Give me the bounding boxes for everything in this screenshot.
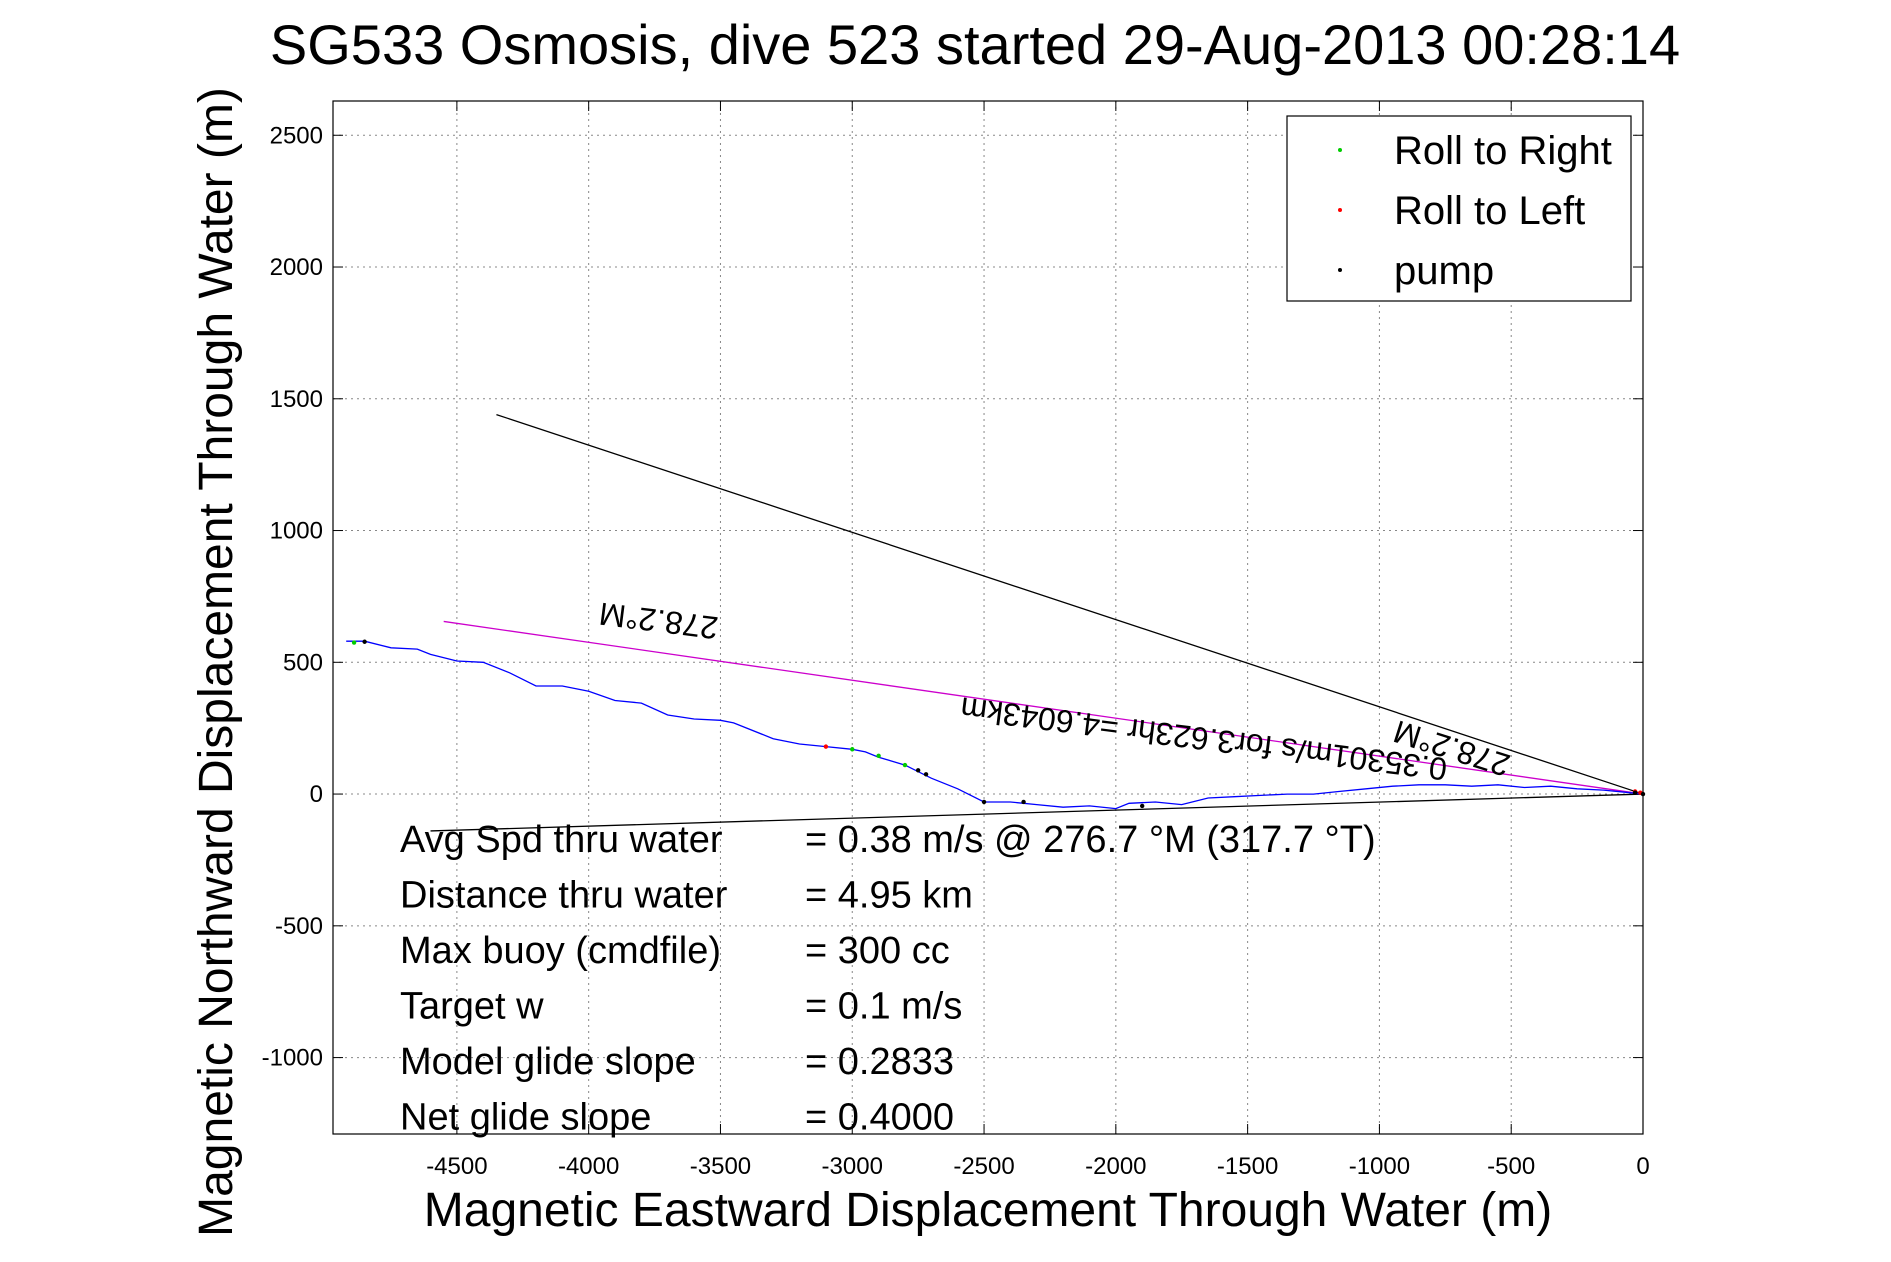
- legend-label: pump: [1394, 249, 1494, 293]
- stat-label: Net glide slope: [400, 1097, 651, 1139]
- chart-title: SG533 Osmosis, dive 523 started 29-Aug-2…: [270, 13, 1680, 76]
- stat-value: = 300 cc: [805, 930, 950, 972]
- pump-marker: [1632, 790, 1638, 795]
- black-line-upper: [496, 413, 1644, 795]
- roll-right-marker: [876, 753, 881, 759]
- stat-label: Distance thru water: [400, 875, 728, 917]
- legend-label: Roll to Left: [1394, 189, 1585, 233]
- roll-right-marker: [351, 640, 357, 645]
- x-tick-label: -2500: [953, 1153, 1014, 1180]
- stat-value: = 0.2833: [805, 1041, 954, 1083]
- black-line-lower: [430, 793, 1644, 832]
- y-tick-label: 2000: [270, 254, 323, 281]
- stat-value: = 0.38 m/s @ 276.7 °M (317.7 °T): [805, 819, 1376, 861]
- legend: Roll to Right Roll to Left pump: [1286, 115, 1632, 302]
- axis-ticks: -4500 -4000 -3500 -3000 -2500 -2000 -1500 -1000…: [262, 101, 1650, 1180]
- pump-marker: [362, 639, 367, 644]
- stat-label: Target w: [400, 986, 544, 1028]
- x-tick-label: -2000: [1085, 1153, 1146, 1180]
- x-tick-label: 0: [1636, 1153, 1649, 1180]
- y-tick-label: -1000: [262, 1045, 323, 1072]
- roll-left-marker: [823, 744, 829, 749]
- pump-marker: [915, 768, 921, 773]
- stat-label: Max buoy (cmdfile): [400, 930, 721, 972]
- legend-label: Roll to Right: [1394, 129, 1612, 173]
- x-tick-label: -3500: [690, 1153, 751, 1180]
- y-tick-label: 1000: [270, 518, 323, 545]
- x-tick-label: -4000: [558, 1153, 619, 1180]
- x-axis-label: Magnetic Eastward Displacement Through W…: [424, 1184, 1552, 1237]
- stat-value: = 4.95 km: [805, 875, 973, 917]
- x-tick-label: -500: [1487, 1153, 1535, 1180]
- markers: [351, 639, 1646, 809]
- legend-marker: [1338, 208, 1342, 212]
- y-tick-label: -500: [275, 913, 323, 940]
- y-tick-label: 0: [310, 781, 323, 808]
- x-tick-label: -4500: [426, 1153, 487, 1180]
- legend-box: [1286, 115, 1632, 302]
- roll-right-marker: [850, 747, 855, 752]
- pump-marker: [1021, 799, 1026, 805]
- pump-marker: [923, 772, 929, 777]
- stat-label: Model glide slope: [400, 1041, 696, 1083]
- stat-value: = 0.4000: [805, 1097, 954, 1139]
- stats-box: Avg Spd thru water = 0.38 m/s @ 276.7 °M …: [400, 819, 1376, 1139]
- reference-lines: [430, 413, 1644, 832]
- stat-label: Avg Spd thru water: [400, 819, 723, 861]
- y-axis-label: Magnetic Northward Displacement Through …: [190, 87, 243, 1237]
- legend-marker: [1338, 268, 1342, 272]
- x-tick-label: -1500: [1217, 1153, 1278, 1180]
- y-tick-label: 2500: [270, 122, 323, 149]
- y-tick-label: 1500: [270, 386, 323, 413]
- y-tick-label: 500: [283, 649, 323, 676]
- magenta-line: [443, 620, 1644, 795]
- x-tick-label: -3000: [822, 1153, 883, 1180]
- roll-right-marker: [902, 762, 908, 768]
- pump-marker: [1139, 803, 1145, 809]
- pump-marker: [981, 799, 987, 805]
- plot-frame: [332, 100, 1644, 1135]
- stat-value: = 0.1 m/s: [805, 986, 962, 1028]
- legend-marker: [1338, 148, 1342, 152]
- x-tick-label: -1000: [1349, 1153, 1410, 1180]
